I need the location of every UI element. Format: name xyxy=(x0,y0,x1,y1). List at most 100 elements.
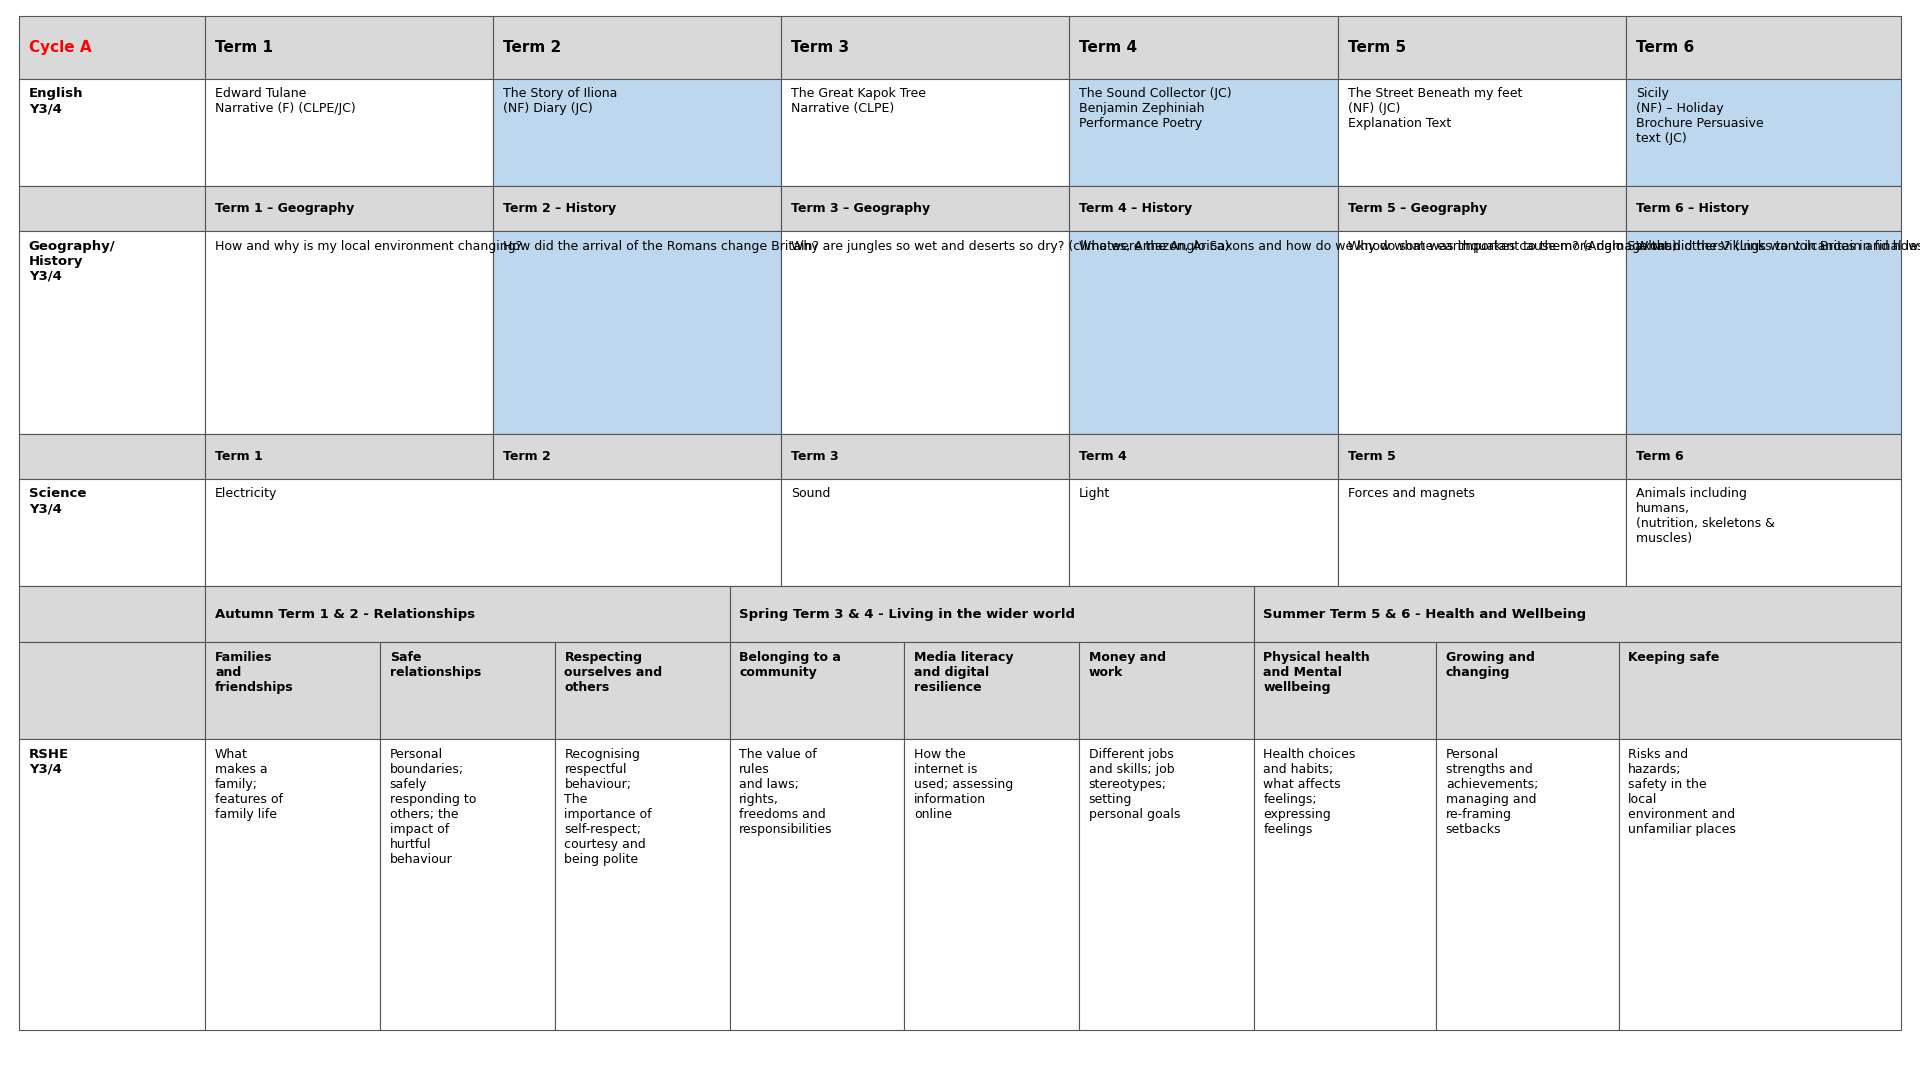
Bar xyxy=(205,479,781,586)
Text: Term 1: Term 1 xyxy=(215,450,263,463)
Text: Term 5: Term 5 xyxy=(1348,450,1396,463)
Bar xyxy=(781,186,1069,231)
Bar xyxy=(19,16,205,79)
Bar xyxy=(205,434,493,479)
Bar xyxy=(19,479,205,586)
Text: Personal
strengths and
achievements;
managing and
re-framing
setbacks: Personal strengths and achievements; man… xyxy=(1446,748,1538,836)
Bar xyxy=(1069,231,1338,434)
Text: Media literacy
and digital
resilience: Media literacy and digital resilience xyxy=(914,651,1014,694)
Text: Term 2: Term 2 xyxy=(503,450,551,463)
Bar xyxy=(1069,186,1338,231)
Bar xyxy=(1338,79,1626,186)
Bar xyxy=(555,642,730,739)
Text: Why are jungles so wet and deserts so dry? (climates, Amazon, Arica): Why are jungles so wet and deserts so dr… xyxy=(791,240,1229,253)
Text: Recognising
respectful
behaviour;
The
importance of
self-respect;
courtesy and
b: Recognising respectful behaviour; The im… xyxy=(564,748,653,866)
Bar xyxy=(904,642,1079,739)
Text: Personal
boundaries;
safely
responding to
others; the
impact of
hurtful
behaviou: Personal boundaries; safely responding t… xyxy=(390,748,476,866)
Bar xyxy=(730,642,904,739)
Bar xyxy=(493,231,781,434)
Text: The Sound Collector (JC)
Benjamin Zephiniah
Performance Poetry: The Sound Collector (JC) Benjamin Zephin… xyxy=(1079,87,1231,130)
Text: Science
Y3/4: Science Y3/4 xyxy=(29,487,86,515)
Bar xyxy=(1626,434,1901,479)
Text: What
makes a
family;
features of
family life: What makes a family; features of family … xyxy=(215,748,282,821)
Text: Belonging to a
community: Belonging to a community xyxy=(739,651,841,679)
Text: The value of
rules
and laws;
rights,
freedoms and
responsibilities: The value of rules and laws; rights, fre… xyxy=(739,748,833,836)
Bar xyxy=(493,79,781,186)
Text: Term 3: Term 3 xyxy=(791,450,839,463)
Bar xyxy=(19,231,205,434)
Text: Term 4: Term 4 xyxy=(1079,450,1127,463)
Text: Term 4 – History: Term 4 – History xyxy=(1079,202,1192,215)
Bar xyxy=(19,186,205,231)
Bar xyxy=(1338,16,1626,79)
Text: Families
and
friendships: Families and friendships xyxy=(215,651,294,694)
Text: Term 6: Term 6 xyxy=(1636,40,1693,55)
Text: Term 4: Term 4 xyxy=(1079,40,1137,55)
Bar xyxy=(1079,642,1254,739)
Text: Health choices
and habits;
what affects
feelings;
expressing
feelings: Health choices and habits; what affects … xyxy=(1263,748,1356,836)
Text: Safe
relationships: Safe relationships xyxy=(390,651,482,679)
Text: Term 2 – History: Term 2 – History xyxy=(503,202,616,215)
Text: Term 3: Term 3 xyxy=(791,40,849,55)
Bar xyxy=(1254,739,1436,1030)
Bar xyxy=(1338,186,1626,231)
Bar xyxy=(1619,642,1901,739)
Bar xyxy=(1626,479,1901,586)
Bar xyxy=(1254,586,1901,642)
Bar xyxy=(781,434,1069,479)
Bar xyxy=(1626,231,1901,434)
Bar xyxy=(493,434,781,479)
Bar xyxy=(1436,642,1619,739)
Bar xyxy=(205,642,380,739)
Text: Sicily
(NF) – Holiday
Brochure Persuasive
text (JC): Sicily (NF) – Holiday Brochure Persuasiv… xyxy=(1636,87,1763,145)
Bar xyxy=(781,16,1069,79)
Text: What did the Vikings want in Britain and how did Alfred help to stop them gettin: What did the Vikings want in Britain and… xyxy=(1636,240,1920,253)
Bar xyxy=(730,586,1254,642)
Text: Forces and magnets: Forces and magnets xyxy=(1348,487,1475,500)
Bar xyxy=(19,434,205,479)
Bar xyxy=(1338,231,1626,434)
Bar xyxy=(1626,79,1901,186)
Text: Term 5 – Geography: Term 5 – Geography xyxy=(1348,202,1488,215)
Text: Term 1: Term 1 xyxy=(215,40,273,55)
Bar xyxy=(493,186,781,231)
Bar xyxy=(1254,642,1436,739)
Text: How did the arrival of the Romans change Britain?: How did the arrival of the Romans change… xyxy=(503,240,820,253)
Bar xyxy=(1069,16,1338,79)
Bar xyxy=(380,642,555,739)
Bar xyxy=(1069,79,1338,186)
Text: Why do some earthquakes cause more damage than others? (Links to volcanoes in fi: Why do some earthquakes cause more damag… xyxy=(1348,240,1920,253)
Bar xyxy=(205,739,380,1030)
Text: Geography/
History
Y3/4: Geography/ History Y3/4 xyxy=(29,240,115,283)
Bar xyxy=(205,16,493,79)
Text: The Great Kapok Tree
Narrative (CLPE): The Great Kapok Tree Narrative (CLPE) xyxy=(791,87,925,115)
Text: Who were the Anglo Saxons and how do we know what was important to them? (Anglo : Who were the Anglo Saxons and how do we … xyxy=(1079,240,1676,253)
Bar xyxy=(205,586,730,642)
Text: Cycle A: Cycle A xyxy=(29,40,92,55)
Text: Edward Tulane
Narrative (F) (CLPE/JC): Edward Tulane Narrative (F) (CLPE/JC) xyxy=(215,87,355,115)
Bar xyxy=(380,739,555,1030)
Text: Light: Light xyxy=(1079,487,1110,500)
Text: The Story of Iliona
(NF) Diary (JC): The Story of Iliona (NF) Diary (JC) xyxy=(503,87,618,115)
Text: Money and
work: Money and work xyxy=(1089,651,1165,679)
Bar xyxy=(904,739,1079,1030)
Bar xyxy=(1626,186,1901,231)
Bar xyxy=(1436,739,1619,1030)
Text: Spring Term 3 & 4 - Living in the wider world: Spring Term 3 & 4 - Living in the wider … xyxy=(739,608,1075,621)
Bar xyxy=(493,16,781,79)
Bar xyxy=(781,79,1069,186)
Text: Term 6: Term 6 xyxy=(1636,450,1684,463)
Bar xyxy=(205,186,493,231)
Bar xyxy=(781,231,1069,434)
Text: English
Y3/4: English Y3/4 xyxy=(29,87,83,115)
Bar xyxy=(19,586,205,642)
Text: Sound: Sound xyxy=(791,487,831,500)
Bar xyxy=(19,79,205,186)
Bar xyxy=(730,739,904,1030)
Bar xyxy=(205,79,493,186)
Text: Term 3 – Geography: Term 3 – Geography xyxy=(791,202,929,215)
Bar xyxy=(19,739,205,1030)
Bar xyxy=(1619,739,1901,1030)
Text: Respecting
ourselves and
others: Respecting ourselves and others xyxy=(564,651,662,694)
Bar xyxy=(19,642,205,739)
